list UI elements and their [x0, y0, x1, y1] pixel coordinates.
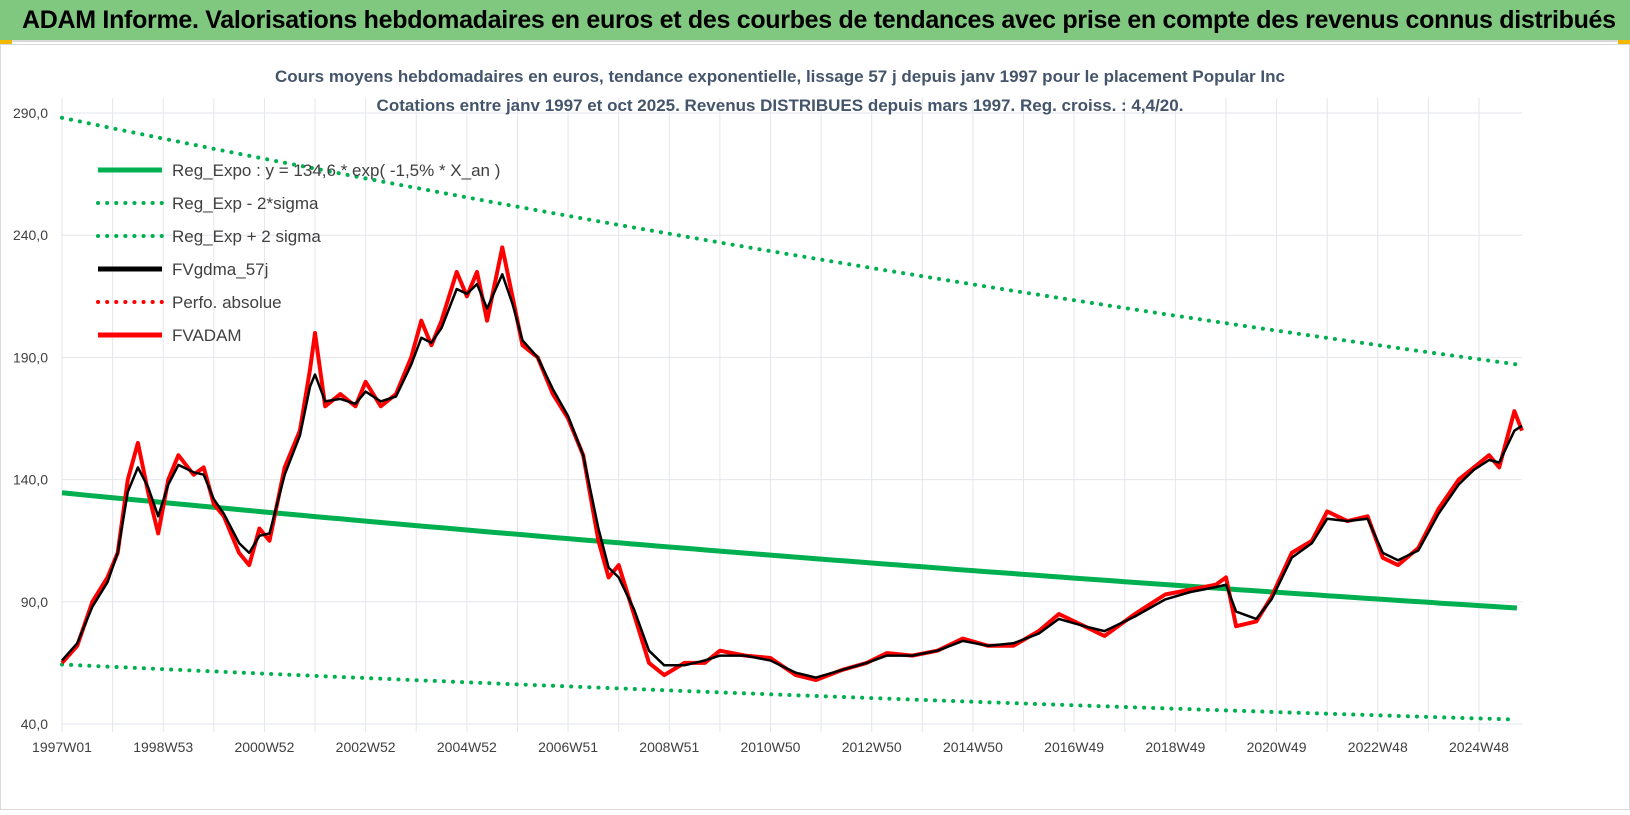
x-tick-label: 2004W52 [437, 739, 497, 755]
x-tick-label: 2020W49 [1247, 739, 1307, 755]
chart-title-line-1: Cours moyens hebdomadaires en euros, ten… [275, 67, 1285, 86]
x-tick-label: 1998W53 [133, 739, 193, 755]
y-tick-label: 190,0 [13, 349, 48, 365]
y-tick-label: 90,0 [21, 594, 48, 610]
legend-label: Reg_Exp + 2 sigma [172, 227, 321, 246]
y-tick-label: 240,0 [13, 227, 48, 243]
x-tick-label: 2014W50 [943, 739, 1003, 755]
x-tick-label: 2000W52 [234, 739, 294, 755]
chart-title-line-2: Cotations entre janv 1997 et oct 2025. R… [377, 96, 1184, 115]
report-title: ADAM Informe. Valorisations hebdomadaire… [22, 6, 1616, 34]
y-tick-label: 140,0 [13, 472, 48, 488]
grid [61, 98, 1522, 732]
report-header: ADAM Informe. Valorisations hebdomadaire… [0, 0, 1630, 42]
x-tick-label: 2006W51 [538, 739, 598, 755]
fvadam-line [60, 245, 1524, 682]
x-tick-label: 2024W48 [1449, 739, 1509, 755]
sheet-marker [0, 40, 12, 45]
legend-label: FVgdma_57j [172, 260, 268, 279]
reg-exp-plus-2sigma-line [60, 115, 1519, 367]
x-tick-label: 2018W49 [1145, 739, 1205, 755]
legend-label: FVADAM [172, 326, 242, 345]
x-tick-label: 2016W49 [1044, 739, 1104, 755]
x-tick-label: 2022W48 [1348, 739, 1408, 755]
fvgdma-57j-line [61, 273, 1523, 679]
y-tick-label: 290,0 [13, 105, 48, 121]
legend-label: Perfo. absolue [172, 293, 282, 312]
x-tick-label: 2010W50 [741, 739, 801, 755]
legend-label: Reg_Expo : y = 134,6 * exp( -1,5% * X_an… [172, 161, 500, 180]
x-tick-label: 2002W52 [336, 739, 396, 755]
sheet-marker [1618, 40, 1630, 45]
x-tick-label: 2008W51 [639, 739, 699, 755]
legend: Reg_Expo : y = 134,6 * exp( -1,5% * X_an… [96, 161, 500, 345]
x-tick-label: 2012W50 [842, 739, 902, 755]
y-tick-label: 40,0 [21, 716, 48, 732]
reg-exp-minus-2sigma-line [60, 662, 1519, 722]
legend-label: Reg_Exp - 2*sigma [172, 194, 319, 213]
x-tick-label: 1997W01 [32, 739, 92, 755]
